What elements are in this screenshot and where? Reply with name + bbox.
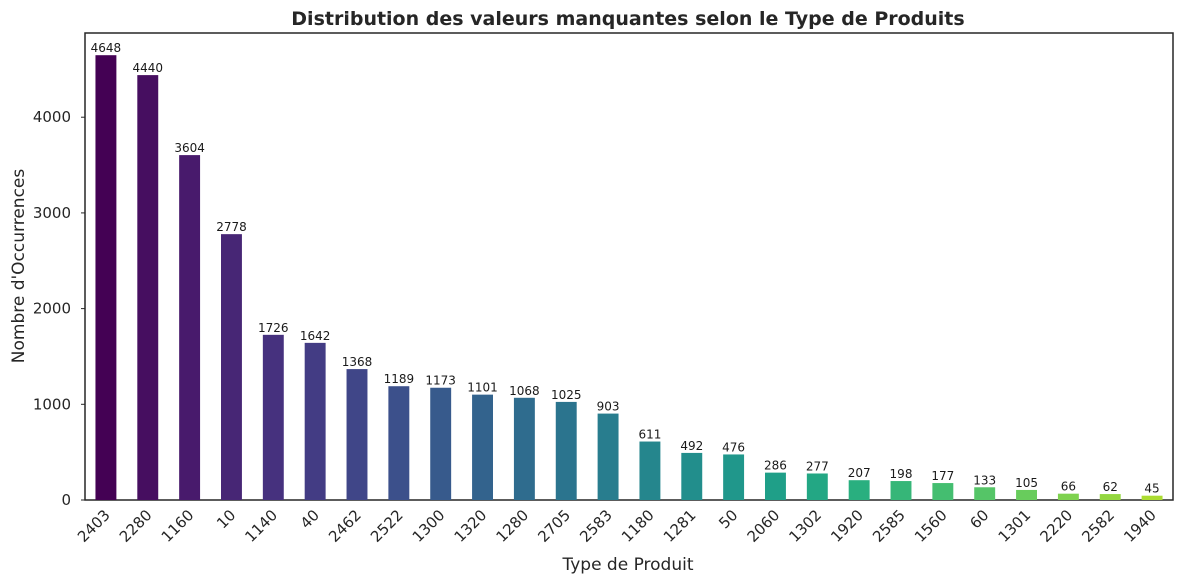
data-label-2060: 286: [764, 459, 787, 473]
bar-60: [974, 487, 996, 500]
bar-10: [221, 234, 242, 500]
data-label-1302: 277: [806, 459, 829, 473]
bar-1180: [639, 441, 661, 500]
y-tick-label-2000: 2000: [33, 300, 71, 318]
x-tick-label-2583: 2583: [576, 506, 616, 546]
x-tick-label-1940: 1940: [1120, 506, 1160, 546]
x-tick-label-2705: 2705: [534, 506, 574, 546]
x-tick-label-1301: 1301: [995, 506, 1035, 546]
x-tick-label-2403: 2403: [74, 506, 114, 546]
bar-1560: [932, 483, 954, 500]
bar-2522: [388, 386, 410, 500]
x-tick-label-2522: 2522: [367, 506, 407, 546]
x-axis-label: Type de Produit: [561, 555, 693, 575]
data-label-1920: 207: [848, 466, 871, 480]
x-tick-label-1302: 1302: [785, 506, 825, 546]
bar-2583: [597, 413, 619, 500]
data-label-2220: 66: [1061, 480, 1076, 494]
data-label-2585: 198: [890, 467, 913, 481]
bar-1320: [472, 394, 493, 500]
y-tick-label-4000: 4000: [33, 108, 71, 126]
bar-1140: [262, 334, 284, 500]
bar-1302: [806, 473, 828, 500]
x-tick-label-2462: 2462: [325, 506, 365, 546]
x-axis-ticks: 2403 2280 1160 10 1140 40 2462 2522 1300 1320 1280…: [74, 506, 1160, 546]
bar-2060: [765, 472, 786, 500]
x-tick-label-1180: 1180: [618, 506, 658, 546]
data-label-2582: 62: [1103, 480, 1118, 494]
data-label-2403: 4648: [91, 41, 122, 55]
data-labels-group: 4648 4440 3604 2778 1726 1642 1368 1189 1173 1101…: [91, 41, 1160, 495]
x-tick-label-40: 40: [297, 506, 323, 532]
bar-1280: [513, 397, 535, 500]
x-tick-label-1160: 1160: [158, 506, 198, 546]
bar-1301: [1016, 489, 1037, 500]
data-label-2522: 1189: [384, 372, 415, 386]
data-label-10: 2778: [216, 220, 247, 234]
data-label-60: 133: [973, 473, 996, 487]
y-axis-label: Nombre d'Occurrences: [9, 169, 29, 364]
data-label-50: 476: [722, 440, 745, 454]
data-label-1280: 1068: [509, 384, 540, 398]
x-tick-label-1560: 1560: [911, 506, 951, 546]
data-label-2705: 1025: [551, 388, 582, 402]
bar-1160: [179, 155, 201, 500]
chart-title: Distribution des valeurs manquantes selo…: [291, 8, 964, 30]
x-tick-label-1920: 1920: [827, 506, 867, 546]
y-tick-label-0: 0: [61, 491, 71, 509]
x-tick-label-10: 10: [213, 506, 239, 532]
bar-2220: [1057, 493, 1079, 500]
bar-1940: [1141, 495, 1163, 500]
x-tick-label-1140: 1140: [241, 506, 281, 546]
bar-50: [723, 454, 745, 500]
x-tick-label-2280: 2280: [116, 506, 156, 546]
bar-2403: [95, 55, 117, 501]
bar-2582: [1099, 494, 1121, 500]
x-tick-label-50: 50: [715, 506, 741, 532]
bars-group: [95, 55, 1163, 501]
x-tick-label-1281: 1281: [660, 506, 700, 546]
data-label-2280: 4440: [132, 61, 163, 75]
data-label-1560: 177: [931, 469, 954, 483]
bar-1920: [848, 480, 870, 500]
x-tick-label-2060: 2060: [744, 506, 784, 546]
data-label-2462: 1368: [342, 355, 373, 369]
bar-1300: [430, 387, 452, 500]
bar-40: [304, 342, 326, 500]
bar-2585: [890, 481, 912, 500]
y-tick-label-1000: 1000: [33, 395, 71, 413]
x-tick-label-1300: 1300: [409, 506, 449, 546]
data-label-1180: 611: [638, 428, 661, 442]
data-label-1300: 1173: [425, 374, 456, 388]
x-tick-label-1320: 1320: [451, 506, 491, 546]
data-label-1320: 1101: [467, 381, 498, 395]
y-axis-ticks: 0 1000 2000 3000 4000: [33, 108, 85, 509]
data-label-1301: 105: [1015, 476, 1038, 490]
x-tick-label-2220: 2220: [1036, 506, 1076, 546]
data-label-1940: 45: [1144, 482, 1159, 496]
data-label-1160: 3604: [174, 141, 205, 155]
bar-2462: [346, 369, 368, 500]
x-tick-label-2582: 2582: [1078, 506, 1118, 546]
bar-1281: [681, 452, 703, 500]
plot-frame: [84, 32, 1174, 501]
data-label-1140: 1726: [258, 321, 289, 335]
data-label-40: 1642: [300, 329, 331, 343]
x-tick-label-2585: 2585: [869, 506, 909, 546]
x-tick-label-1280: 1280: [492, 506, 532, 546]
bar-2280: [137, 75, 159, 500]
data-label-1281: 492: [680, 439, 703, 453]
data-label-2583: 903: [597, 400, 620, 414]
x-tick-label-60: 60: [966, 506, 992, 532]
y-tick-label-3000: 3000: [33, 204, 71, 222]
bar-2705: [555, 401, 577, 500]
